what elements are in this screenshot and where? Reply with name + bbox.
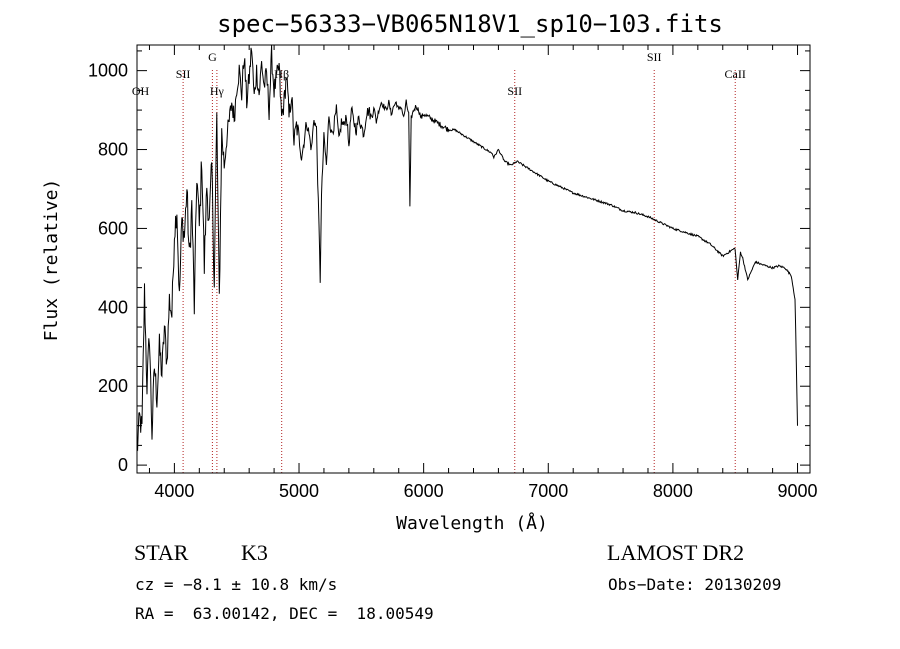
- y-tick-label: 600: [98, 218, 128, 238]
- ra-dec-coords: RA = 63.00142, DEC = 18.00549: [135, 604, 434, 623]
- line-marker-label: SII: [647, 50, 662, 64]
- line-marker-label: OH: [132, 84, 150, 98]
- y-tick-label: 800: [98, 140, 128, 160]
- x-tick-label: 4000: [154, 481, 194, 501]
- line-marker-label: G: [208, 50, 217, 64]
- x-tick-label: 9000: [778, 481, 818, 501]
- y-tick-label: 200: [98, 376, 128, 396]
- redshift-cz: cz = −8.1 ± 10.8 km/s: [135, 575, 338, 594]
- line-marker-label: SII: [507, 84, 522, 98]
- object-class: STAR: [134, 540, 189, 565]
- x-tick-label: 7000: [528, 481, 568, 501]
- y-axis-label: Flux (relative): [41, 179, 62, 342]
- plot-frame: [136, 44, 811, 474]
- line-marker-label: CaII: [725, 67, 746, 81]
- survey-name: LAMOST DR2: [607, 540, 745, 565]
- x-tick-label: 8000: [653, 481, 693, 501]
- y-tick-label: 400: [98, 297, 128, 317]
- x-tick-label: 6000: [404, 481, 444, 501]
- spectrum-line: [136, 44, 798, 452]
- x-tick-label: 5000: [279, 481, 319, 501]
- line-marker-label: Hγ: [210, 84, 225, 98]
- x-axis-label: Wavelength (Å): [396, 512, 548, 534]
- chart-title: spec−56333−VB065N18V1_sp10−103.fits: [217, 10, 723, 38]
- y-tick-label: 1000: [88, 61, 128, 81]
- y-tick-label: 0: [118, 455, 128, 475]
- line-marker-label: Hβ: [274, 67, 289, 81]
- obs-date: Obs−Date: 20130209: [608, 575, 782, 594]
- object-subclass: K3: [241, 540, 268, 565]
- line-marker-label: SII: [176, 67, 191, 81]
